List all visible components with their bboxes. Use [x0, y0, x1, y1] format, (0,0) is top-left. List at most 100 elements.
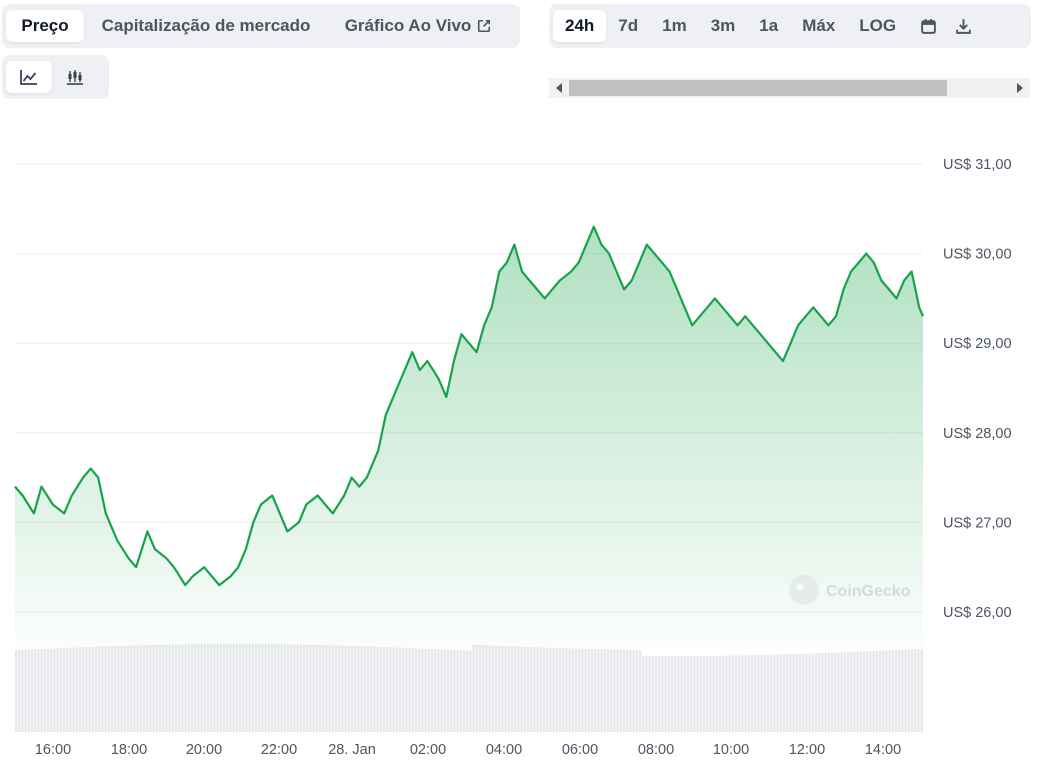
volume-bar	[40, 648, 43, 732]
volume-bar	[216, 644, 219, 732]
volume-bar	[802, 653, 805, 732]
coingecko-watermark: CoinGecko	[789, 575, 911, 605]
volume-bar	[328, 645, 331, 732]
range-1m[interactable]: 1m	[662, 16, 687, 35]
range-3m[interactable]: 3m	[710, 16, 736, 35]
volume-bar	[469, 650, 472, 732]
x-axis-tick-label: 16:00	[35, 742, 71, 758]
chart-tab-group: Preço Capitalização de mercado Gráfico A…	[2, 4, 520, 48]
volume-bar	[815, 653, 818, 732]
volume-bar	[754, 655, 757, 732]
volume-bar	[901, 649, 904, 732]
volume-bar	[719, 655, 722, 732]
range-7d[interactable]: 7d	[618, 16, 639, 35]
price-area	[15, 226, 923, 648]
volume-bar	[472, 644, 475, 732]
x-axis-tick-label: 20:00	[186, 742, 222, 758]
volume-bar	[200, 644, 203, 732]
volume-bar	[79, 647, 82, 732]
volume-bar	[715, 655, 719, 732]
download-button[interactable]	[949, 10, 978, 42]
volume-bar	[632, 649, 635, 732]
volume-bar	[530, 647, 533, 732]
date-picker-button[interactable]	[908, 10, 949, 42]
volume-bar	[664, 655, 667, 732]
volume-bar	[360, 646, 363, 732]
volume-bar	[607, 649, 610, 732]
volume-bar	[591, 648, 594, 732]
volume-bar	[325, 645, 328, 732]
volume-bar	[511, 646, 514, 732]
volume-bar	[367, 646, 370, 732]
volume-bar	[37, 649, 40, 732]
volume-bar	[456, 650, 459, 732]
volume-bar	[376, 646, 379, 732]
candlestick-chart-button[interactable]	[52, 61, 98, 93]
volume-bar	[495, 645, 498, 732]
volume-bar	[482, 645, 485, 732]
volume-bar	[648, 655, 651, 732]
scroll-right-arrow-icon[interactable]	[1017, 83, 1023, 93]
volume-bar	[408, 648, 411, 732]
volume-bar	[82, 647, 85, 732]
volume-bar	[914, 649, 917, 732]
volume-bar	[443, 649, 447, 732]
range-24h[interactable]: 24h	[553, 10, 607, 42]
log-toggle[interactable]: LOG	[859, 16, 897, 35]
volume-bar	[731, 655, 735, 732]
volume-bar	[619, 649, 623, 732]
x-axis-tick-label: 22:00	[261, 742, 297, 758]
range-1a[interactable]: 1a	[759, 16, 779, 35]
volume-bar	[507, 646, 511, 732]
volume-bar	[440, 649, 443, 732]
volume-bar	[226, 644, 229, 732]
volume-bar	[210, 644, 213, 732]
calendar-icon	[921, 18, 936, 34]
volume-bar	[875, 650, 879, 732]
price-chart[interactable]: US$ 31,00 US$ 30,00 US$ 29,00 US$ 28,00 US$ …	[0, 100, 1045, 772]
volume-bar	[107, 646, 111, 732]
volume-bar	[331, 645, 335, 732]
volume-bar	[827, 652, 831, 732]
volume-bar	[271, 644, 274, 732]
volume-bar	[111, 646, 114, 732]
volume-bar	[277, 644, 280, 732]
scroll-left-arrow-icon[interactable]	[556, 83, 562, 93]
y-axis-tick-label: US$ 26,00	[943, 605, 1012, 621]
volume-bar	[114, 646, 117, 732]
volume-bar	[594, 649, 597, 732]
x-axis-tick-label: 08:00	[638, 742, 674, 758]
volume-bar	[677, 655, 680, 732]
range-max[interactable]: Máx	[802, 16, 836, 35]
tab-market-cap[interactable]: Capitalização de mercado	[101, 16, 311, 35]
volume-bar	[101, 646, 104, 732]
volume-bar	[747, 655, 751, 732]
volume-bar	[824, 652, 827, 732]
volume-bar	[130, 645, 133, 732]
volume-bar	[27, 649, 31, 732]
volume-bar	[834, 652, 837, 732]
volume-bar	[411, 648, 415, 732]
volume-bar	[546, 647, 549, 732]
volume-bar	[859, 651, 863, 732]
price-line	[14, 225, 925, 587]
volume-bar	[171, 644, 175, 732]
volume-bar	[63, 647, 66, 732]
x-axis-tick-label: 12:00	[789, 742, 825, 758]
volume-bar	[159, 644, 162, 732]
tab-live-chart[interactable]: Gráfico Ao Vivo	[328, 10, 508, 42]
volume-bar	[24, 649, 27, 732]
volume-bar	[344, 645, 347, 732]
volume-bar	[399, 647, 402, 732]
volume-bar	[587, 648, 591, 732]
volume-bar	[434, 649, 437, 732]
volume-bar	[312, 644, 315, 732]
volume-bar	[616, 649, 619, 732]
volume-bar	[555, 647, 559, 732]
tab-price[interactable]: Preço	[6, 10, 84, 42]
line-chart-button[interactable]	[6, 61, 52, 93]
range-scrollbar[interactable]	[549, 78, 1030, 98]
volume-bar	[667, 655, 671, 732]
scrollbar-thumb[interactable]	[569, 80, 947, 96]
volume-bar	[69, 647, 72, 732]
